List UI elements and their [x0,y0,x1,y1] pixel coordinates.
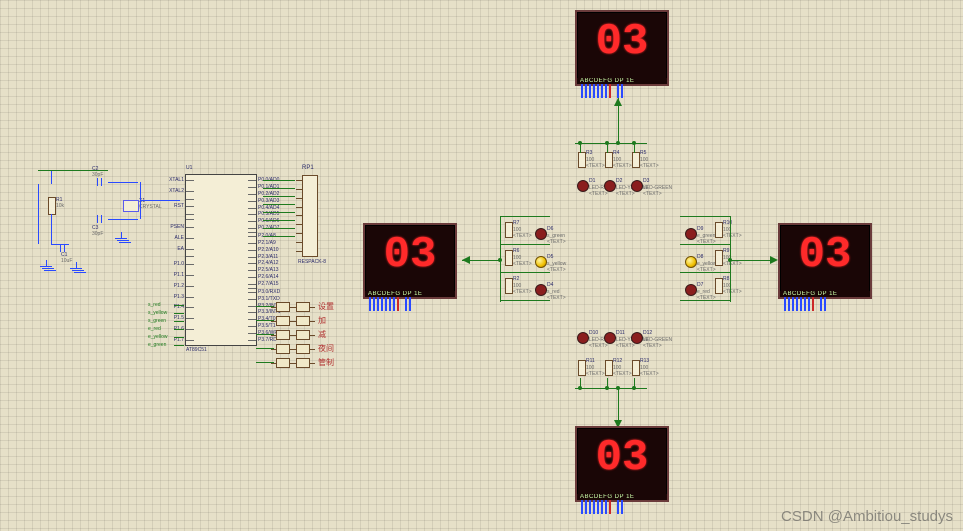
led-D2 [604,180,616,192]
led-D4 [535,284,547,296]
led-D10 [577,332,589,344]
button-4[interactable] [296,358,310,368]
button-label-3: 夜间 [318,343,334,354]
resistor-network [302,175,318,257]
button-3[interactable] [296,344,310,354]
display-top: 03ABCDEFG DP 1E [575,10,669,86]
resnet-part: RESPACK-8 [298,259,326,265]
led-D1 [577,180,589,192]
led-D3 [631,180,643,192]
button-label-1: 加 [318,315,326,326]
button-label-4: 管制 [318,357,334,368]
led-D12 [631,332,643,344]
button-label-2: 减 [318,329,326,340]
led-D11 [604,332,616,344]
display-left: 03ABCDEFG DP 1E [363,223,457,299]
led-D8 [685,256,697,268]
schematic-canvas: CSDN @Ambitiou_studys U1 AT89C51 XTAL1XT… [0,0,963,531]
mcu-chip: U1 AT89C51 XTAL1XTAL2RSTPSENALEEAP1.0P1.… [185,174,257,346]
resnet-ref: RP1 [302,165,314,171]
chip-ref: U1 [186,165,192,171]
display-right: 03ABCDEFG DP 1E [778,223,872,299]
led-D6 [535,228,547,240]
button-label-0: 设置 [318,301,334,312]
button-1[interactable] [296,316,310,326]
watermark: CSDN @Ambitiou_studys [781,508,953,525]
button-2[interactable] [296,330,310,340]
led-D7 [685,284,697,296]
display-bottom: 03ABCDEFG DP 1E [575,426,669,502]
led-D5 [535,256,547,268]
chip-part: AT89C51 [186,347,207,353]
led-D9 [685,228,697,240]
button-0[interactable] [296,302,310,312]
